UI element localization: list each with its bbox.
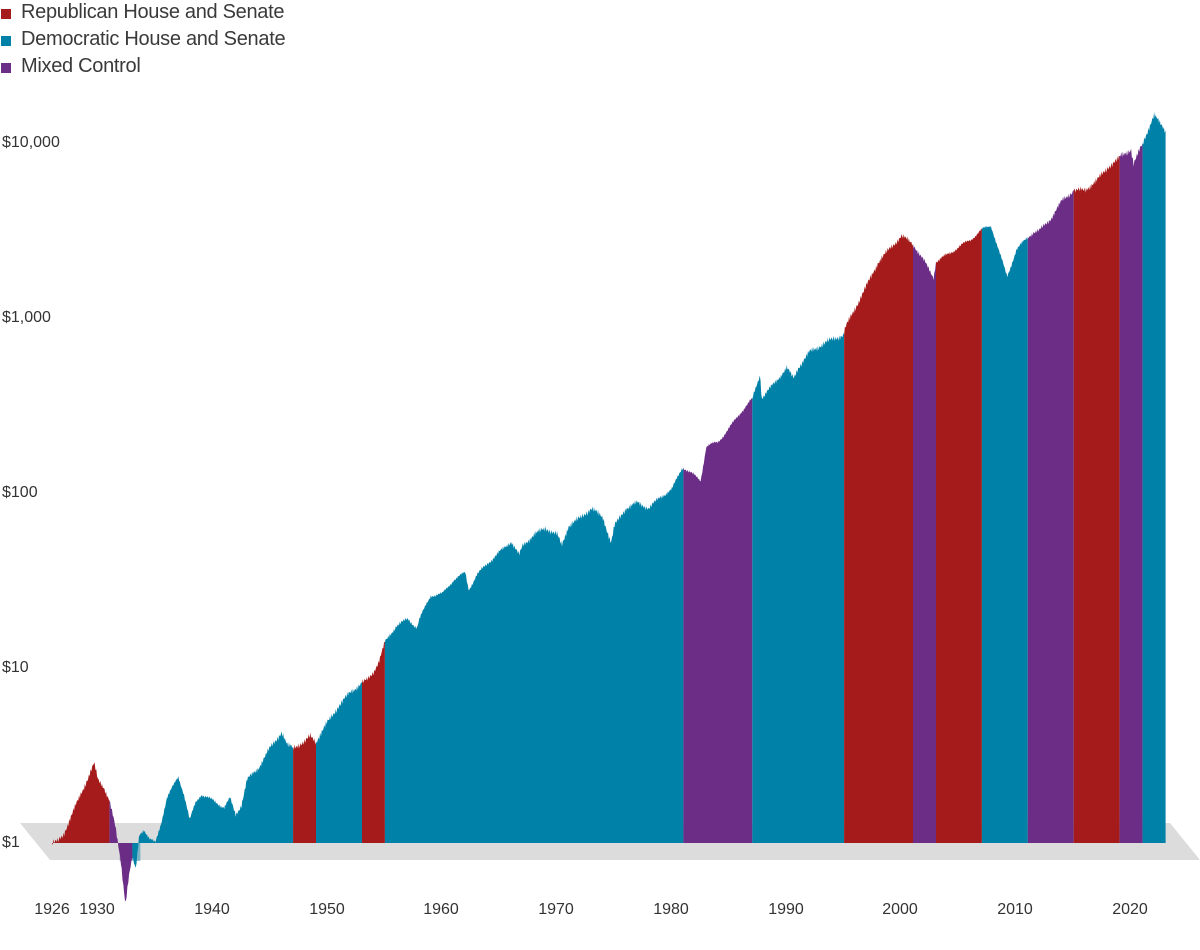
y-tick-label: $10,000 xyxy=(2,134,60,151)
y-tick-label: $100 xyxy=(2,484,38,501)
x-tick-label: 1940 xyxy=(194,901,230,918)
area-segment-democratic xyxy=(1142,112,1166,843)
area-segment-republican xyxy=(1073,155,1120,843)
area-segment-republican xyxy=(844,233,913,844)
x-tick-label: 1990 xyxy=(768,901,804,918)
area-segment-democratic xyxy=(981,225,1028,844)
area-segment-mixed xyxy=(913,243,936,843)
y-tick-label: $1,000 xyxy=(2,309,51,326)
legend-swatch-republican xyxy=(1,9,11,19)
x-tick-label: 2020 xyxy=(1112,901,1148,918)
legend-label-democratic: Democratic House and Senate xyxy=(21,28,286,50)
x-tick-label: 1960 xyxy=(423,901,459,918)
legend-swatch-democratic xyxy=(1,36,11,46)
y-tick-label: $10 xyxy=(2,659,29,676)
x-tick-label: 1950 xyxy=(309,901,345,918)
y-tick-label: $1 xyxy=(2,834,20,851)
x-tick-label: 1930 xyxy=(79,901,115,918)
x-tick-label: 1980 xyxy=(653,901,689,918)
area-segment-democratic xyxy=(384,467,684,843)
area-segments xyxy=(52,112,1166,901)
area-segment-mixed xyxy=(1119,143,1143,843)
legend-swatch-mixed xyxy=(1,63,11,73)
area-segment-democratic xyxy=(316,682,362,843)
area-segment-republican xyxy=(52,762,110,845)
area-segment-democratic xyxy=(752,332,845,843)
x-tick-label: 2010 xyxy=(997,901,1033,918)
area-segment-mixed xyxy=(683,398,753,843)
area-segment-democratic xyxy=(132,731,294,868)
legend-label-mixed: Mixed Control xyxy=(21,55,141,77)
area-segment-mixed xyxy=(1027,190,1074,843)
x-tick-label: 2000 xyxy=(882,901,918,918)
area-segment-republican xyxy=(362,641,385,843)
below-baseline-segment xyxy=(132,843,141,861)
area-segment-republican xyxy=(936,228,982,843)
legend-label-republican: Republican House and Senate xyxy=(21,1,285,23)
x-tick-label: 1926 xyxy=(34,901,70,918)
area-segment-mixed xyxy=(109,800,133,901)
below-baseline-segment xyxy=(119,843,133,861)
area-segment-republican xyxy=(293,732,316,843)
x-tick-label: 1970 xyxy=(538,901,574,918)
